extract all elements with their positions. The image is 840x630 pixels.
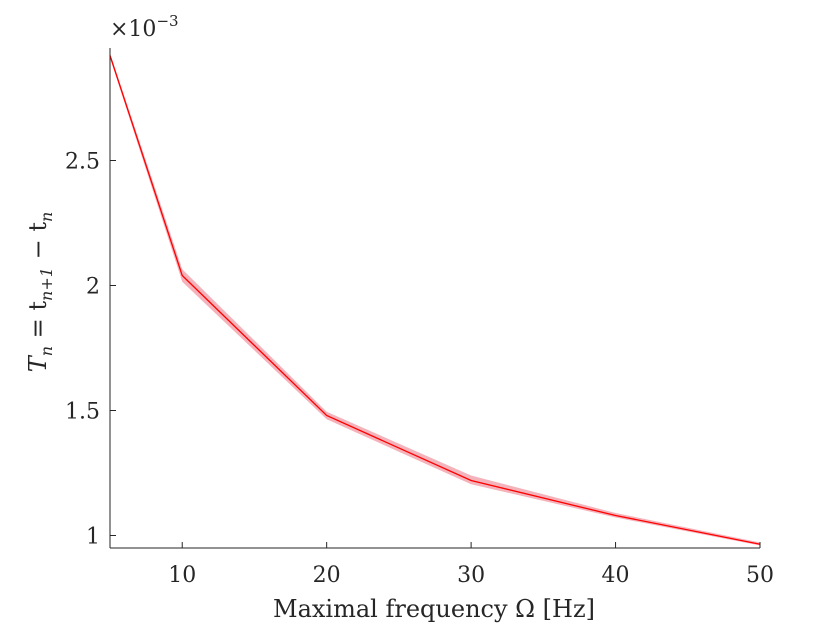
y-exponent-base: ×10 bbox=[110, 17, 156, 42]
series-line bbox=[109, 55, 761, 545]
x-tick-label: 20 bbox=[313, 563, 341, 588]
y-label-T: T bbox=[24, 354, 52, 372]
x-tick-label: 10 bbox=[168, 563, 196, 588]
y-exponent-power: −3 bbox=[156, 12, 178, 30]
x-tick-label: 50 bbox=[746, 563, 774, 588]
y-ticks: 1 1.5 2 2.5 bbox=[65, 150, 116, 550]
y-exponent-label: ×10−3 bbox=[110, 12, 179, 42]
x-axis-label: Maximal frequency Ω [Hz] bbox=[273, 595, 595, 623]
y-label-sub-n: n bbox=[37, 346, 56, 356]
y-tick-label: 1.5 bbox=[65, 400, 100, 425]
y-tick-label: 2 bbox=[86, 275, 100, 300]
y-label-sub-n-plus-1: n+1 bbox=[37, 267, 56, 301]
y-tick-label: 2.5 bbox=[65, 150, 100, 175]
y-tick-label: 1 bbox=[86, 525, 100, 550]
y-label-minus-t: − t bbox=[24, 222, 52, 267]
plot-area bbox=[109, 53, 761, 546]
x-ticks: 10 20 30 40 50 bbox=[168, 542, 774, 588]
x-tick-label: 40 bbox=[602, 563, 630, 588]
y-label-equals-t: = t bbox=[24, 301, 52, 346]
x-tick-label: 30 bbox=[457, 563, 485, 588]
y-axis-label: Tn = tn+1 − tn bbox=[24, 212, 56, 373]
y-label-sub-n-end: n bbox=[37, 212, 56, 222]
